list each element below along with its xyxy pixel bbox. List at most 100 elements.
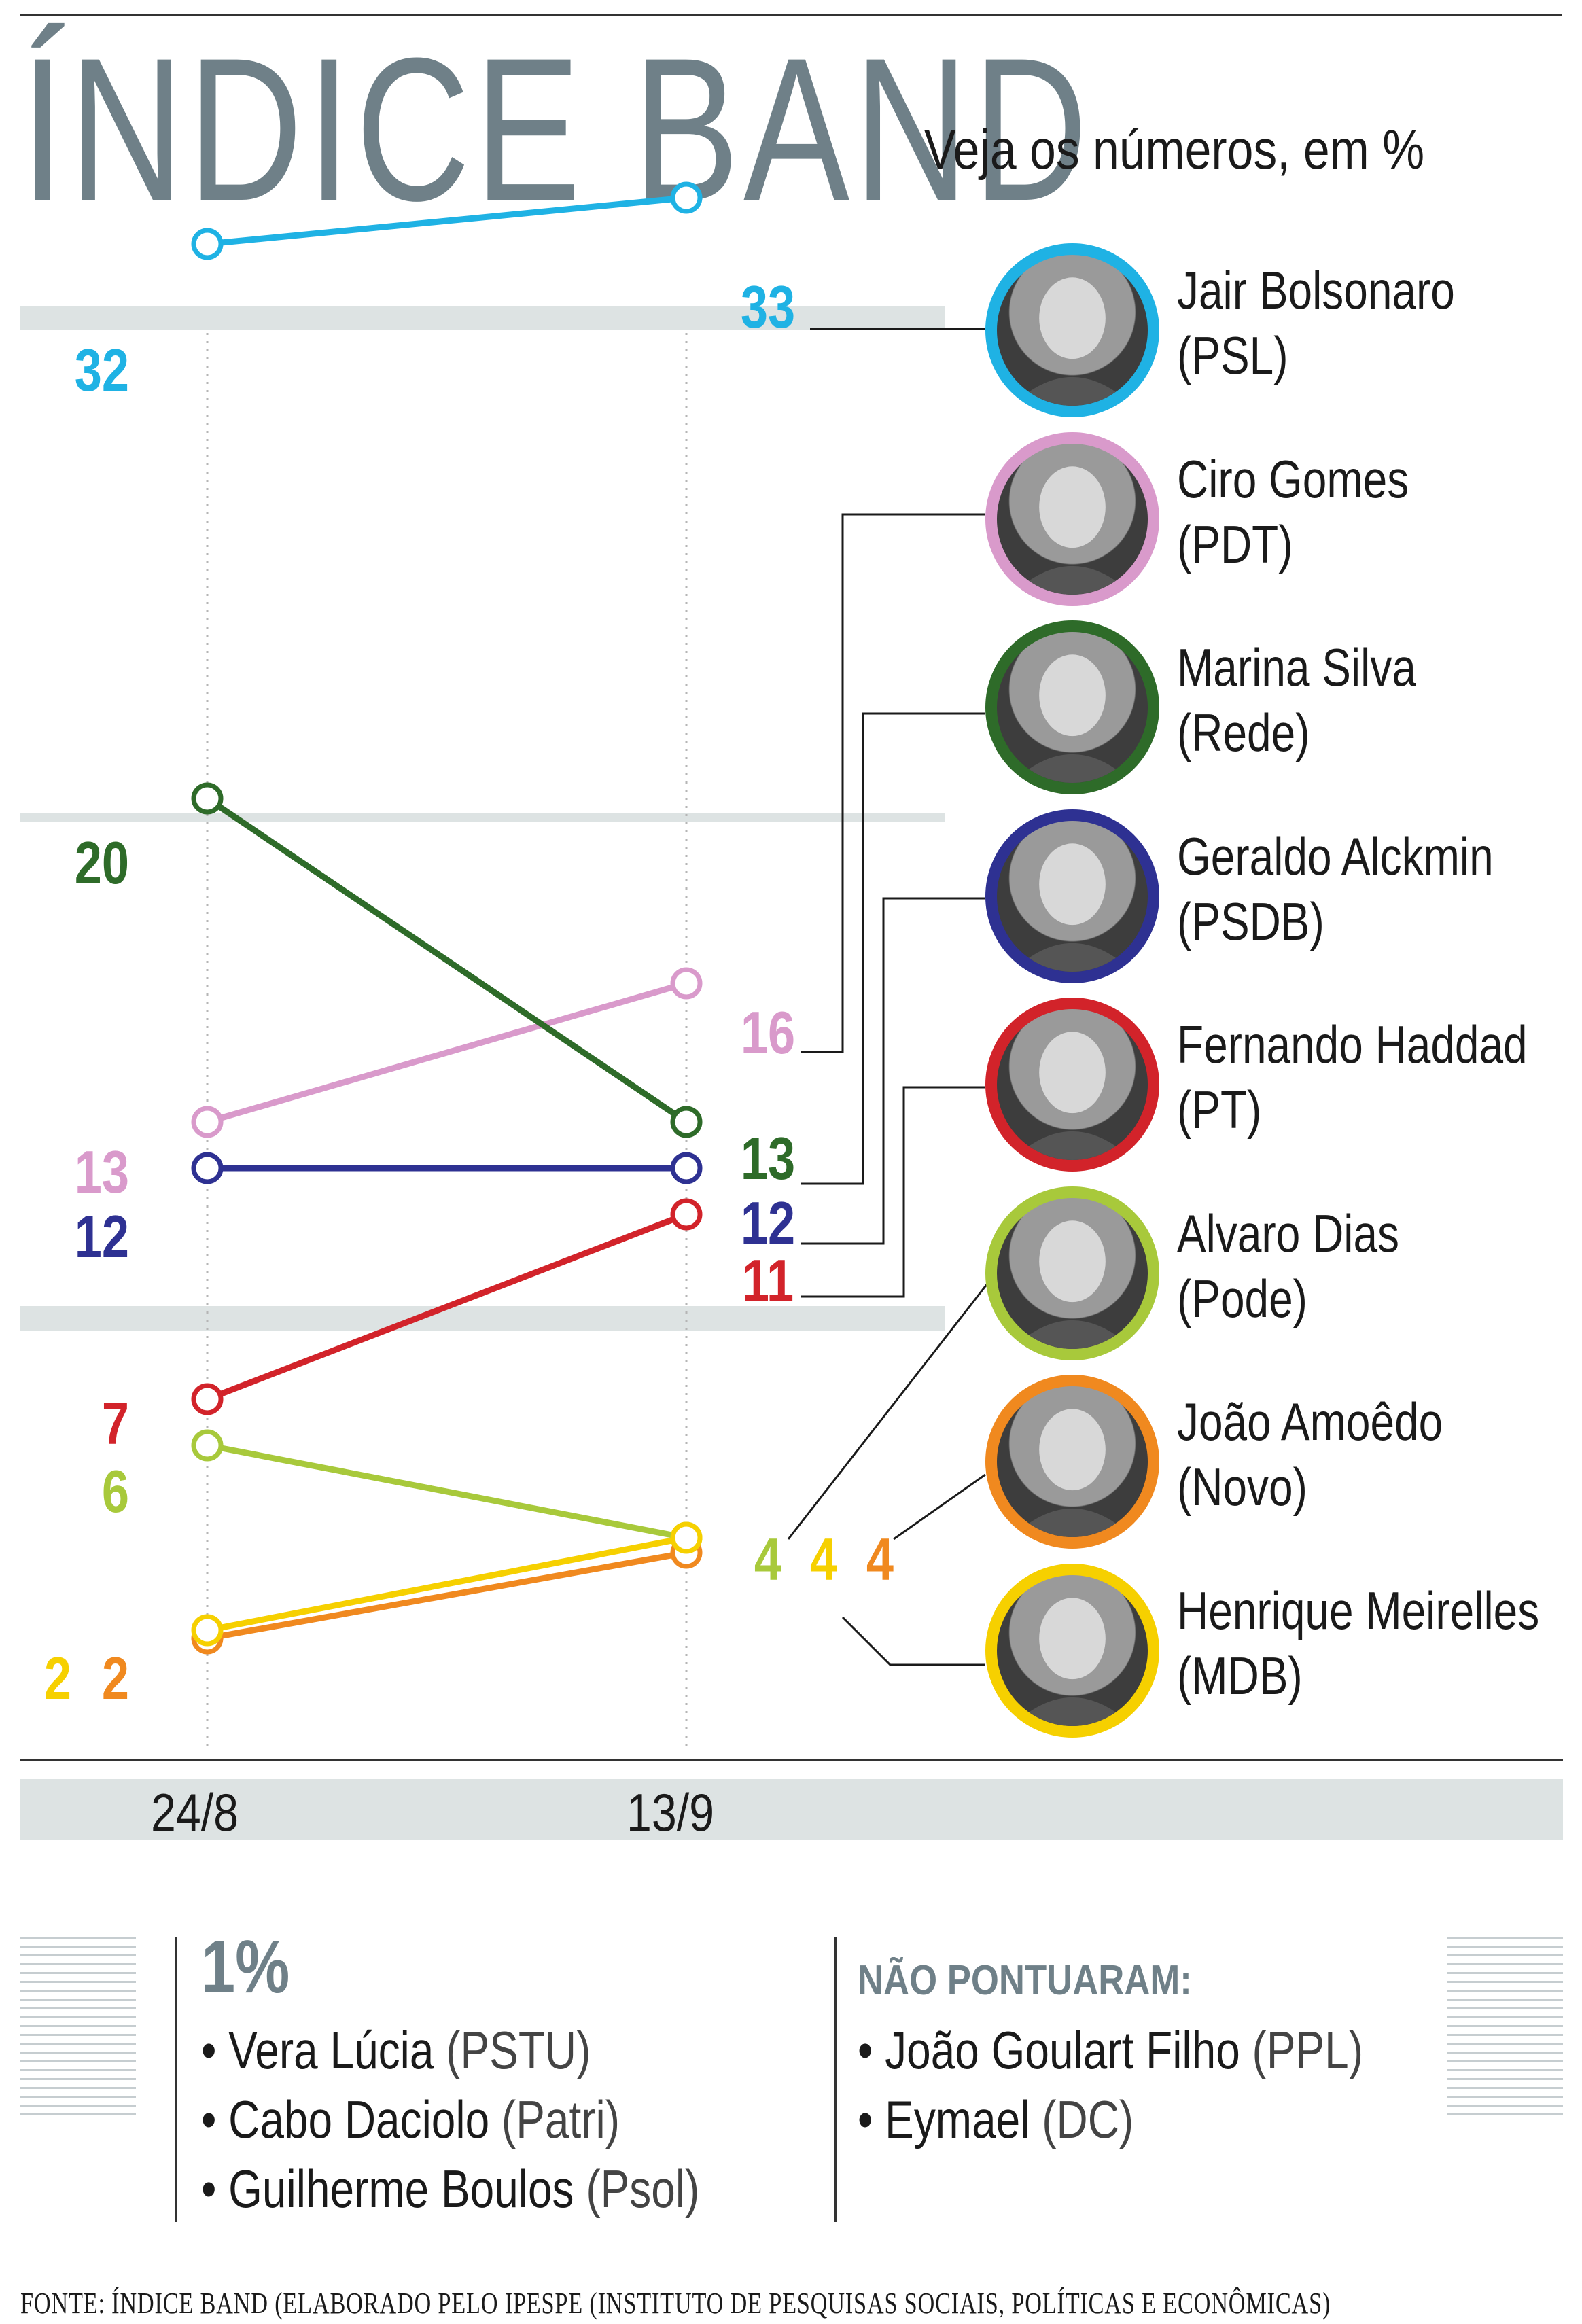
- candidate-card: Marina Silva (Rede): [985, 620, 1570, 794]
- note-item: • Vera Lúcia (PSTU): [201, 2020, 591, 2080]
- candidate-card: Henrique Meirelles (MDB): [985, 1564, 1570, 1738]
- data-point: [670, 967, 703, 1000]
- data-point: [191, 1429, 224, 1462]
- candidate-party: (MDB): [1177, 1646, 1303, 1706]
- note-item: • João Goulart Filho (PPL): [858, 2020, 1364, 2080]
- series-line: [207, 1442, 687, 1541]
- top-rule: [20, 14, 1562, 16]
- data-point: [191, 228, 224, 260]
- candidate-card: Fernando Haddad (PT): [985, 998, 1570, 1172]
- candidate-party: (PDT): [1177, 514, 1293, 574]
- note-item: • Cabo Daciolo (Patri): [201, 2090, 620, 2149]
- candidate-photo: [985, 620, 1159, 794]
- candidate-name: Fernando Haddad: [1177, 1015, 1528, 1074]
- candidate-name: Henrique Meirelles: [1177, 1581, 1540, 1640]
- candidate-party: (Novo): [1177, 1457, 1307, 1517]
- candidate-name: Ciro Gomes: [1177, 449, 1409, 509]
- data-label: 20: [75, 830, 129, 896]
- data-label: 33: [741, 274, 795, 340]
- leader-line: [801, 1086, 985, 1298]
- person-icon: [1012, 843, 1133, 972]
- person-icon: [1012, 1409, 1133, 1537]
- note-item: • Guilherme Boulos (Psol): [201, 2159, 700, 2219]
- candidate-photo: [985, 1375, 1159, 1549]
- note-item: • Eymael (DC): [858, 2090, 1134, 2149]
- data-label: 16: [741, 1000, 795, 1066]
- data-point: [191, 1106, 224, 1138]
- data-label: 11: [742, 1248, 794, 1314]
- x-axis-band: [20, 1779, 1563, 1840]
- source-note: FONTE: ÍNDICE BAND (ELABORADO PELO IPESP…: [20, 2287, 1331, 2320]
- divider: [175, 1937, 177, 2222]
- person-icon: [1012, 654, 1133, 783]
- series-line: [207, 194, 687, 247]
- series-line: [207, 1549, 687, 1642]
- decorative-hatch: [1447, 1937, 1563, 2120]
- person-icon: [1012, 277, 1133, 406]
- data-label: 4: [810, 1526, 837, 1593]
- data-point: [670, 181, 703, 214]
- person-icon: [1012, 1220, 1133, 1349]
- data-point: [191, 1614, 224, 1647]
- person-icon: [1012, 1032, 1133, 1160]
- candidate-name: Jair Bolsonaro: [1177, 260, 1455, 320]
- data-label: 32: [75, 337, 129, 404]
- data-label: 2: [102, 1645, 129, 1712]
- data-point: [191, 1383, 224, 1415]
- data-point: [191, 782, 224, 815]
- data-point: [670, 1198, 703, 1231]
- data-label: 4: [754, 1526, 781, 1593]
- data-point: [670, 1152, 703, 1184]
- page-subtitle: Veja os números, em %: [924, 119, 1425, 181]
- candidate-photo: [985, 998, 1159, 1172]
- candidate-card: Jair Bolsonaro (PSL): [985, 243, 1570, 417]
- decorative-hatch: [20, 1937, 136, 2120]
- candidate-name: Alvaro Dias: [1177, 1203, 1400, 1263]
- person-icon: [1012, 466, 1133, 595]
- candidate-photo: [985, 432, 1159, 606]
- leader-line: [893, 1473, 986, 1540]
- person-icon: [1012, 1598, 1133, 1726]
- background-band: [20, 306, 945, 330]
- data-label: 2: [44, 1645, 71, 1712]
- data-label: 13: [741, 1125, 795, 1192]
- note-heading-one-pct: 1%: [201, 1925, 290, 2009]
- candidate-photo: [985, 1186, 1159, 1360]
- data-label: 12: [741, 1190, 795, 1256]
- candidate-party: (PSDB): [1177, 892, 1324, 951]
- candidate-card: Geraldo Alckmin (PSDB): [985, 809, 1570, 983]
- x-tick-label: 13/9: [627, 1782, 715, 1842]
- leader-line: [801, 712, 985, 1185]
- leader-line: [787, 1277, 994, 1540]
- data-point: [670, 1106, 703, 1138]
- data-label: 7: [102, 1390, 129, 1457]
- candidate-name: João Amoêdo: [1177, 1392, 1443, 1451]
- divider: [834, 1937, 837, 2222]
- candidate-name: Geraldo Alckmin: [1177, 826, 1494, 886]
- series-line: [206, 980, 688, 1125]
- candidate-photo: [985, 243, 1159, 417]
- candidate-party: (Pode): [1177, 1269, 1307, 1328]
- candidate-photo: [985, 1564, 1159, 1738]
- leader-line: [801, 897, 985, 1245]
- data-label: 12: [75, 1203, 129, 1270]
- series-line: [206, 1211, 688, 1403]
- leader-line: [801, 513, 985, 1053]
- page-title: ÍNDICE BAND: [20, 15, 1092, 243]
- data-label: 13: [75, 1139, 129, 1205]
- x-axis-rule: [20, 1759, 1563, 1761]
- data-label: 4: [866, 1526, 894, 1593]
- series-line: [207, 1534, 687, 1634]
- background-band: [20, 1306, 945, 1331]
- series-line: [205, 796, 688, 1125]
- candidate-card: Ciro Gomes (PDT): [985, 432, 1570, 606]
- candidate-card: João Amoêdo (Novo): [985, 1375, 1570, 1549]
- background-band: [20, 813, 945, 822]
- x-tick-label: 24/8: [151, 1782, 239, 1842]
- candidate-card: Alvaro Dias (Pode): [985, 1186, 1570, 1360]
- note-heading-zero: NÃO PONTUARAM:: [858, 1957, 1192, 2004]
- candidate-party: (PSL): [1177, 325, 1288, 385]
- data-point: [191, 1152, 224, 1184]
- candidate-party: (PT): [1177, 1080, 1262, 1140]
